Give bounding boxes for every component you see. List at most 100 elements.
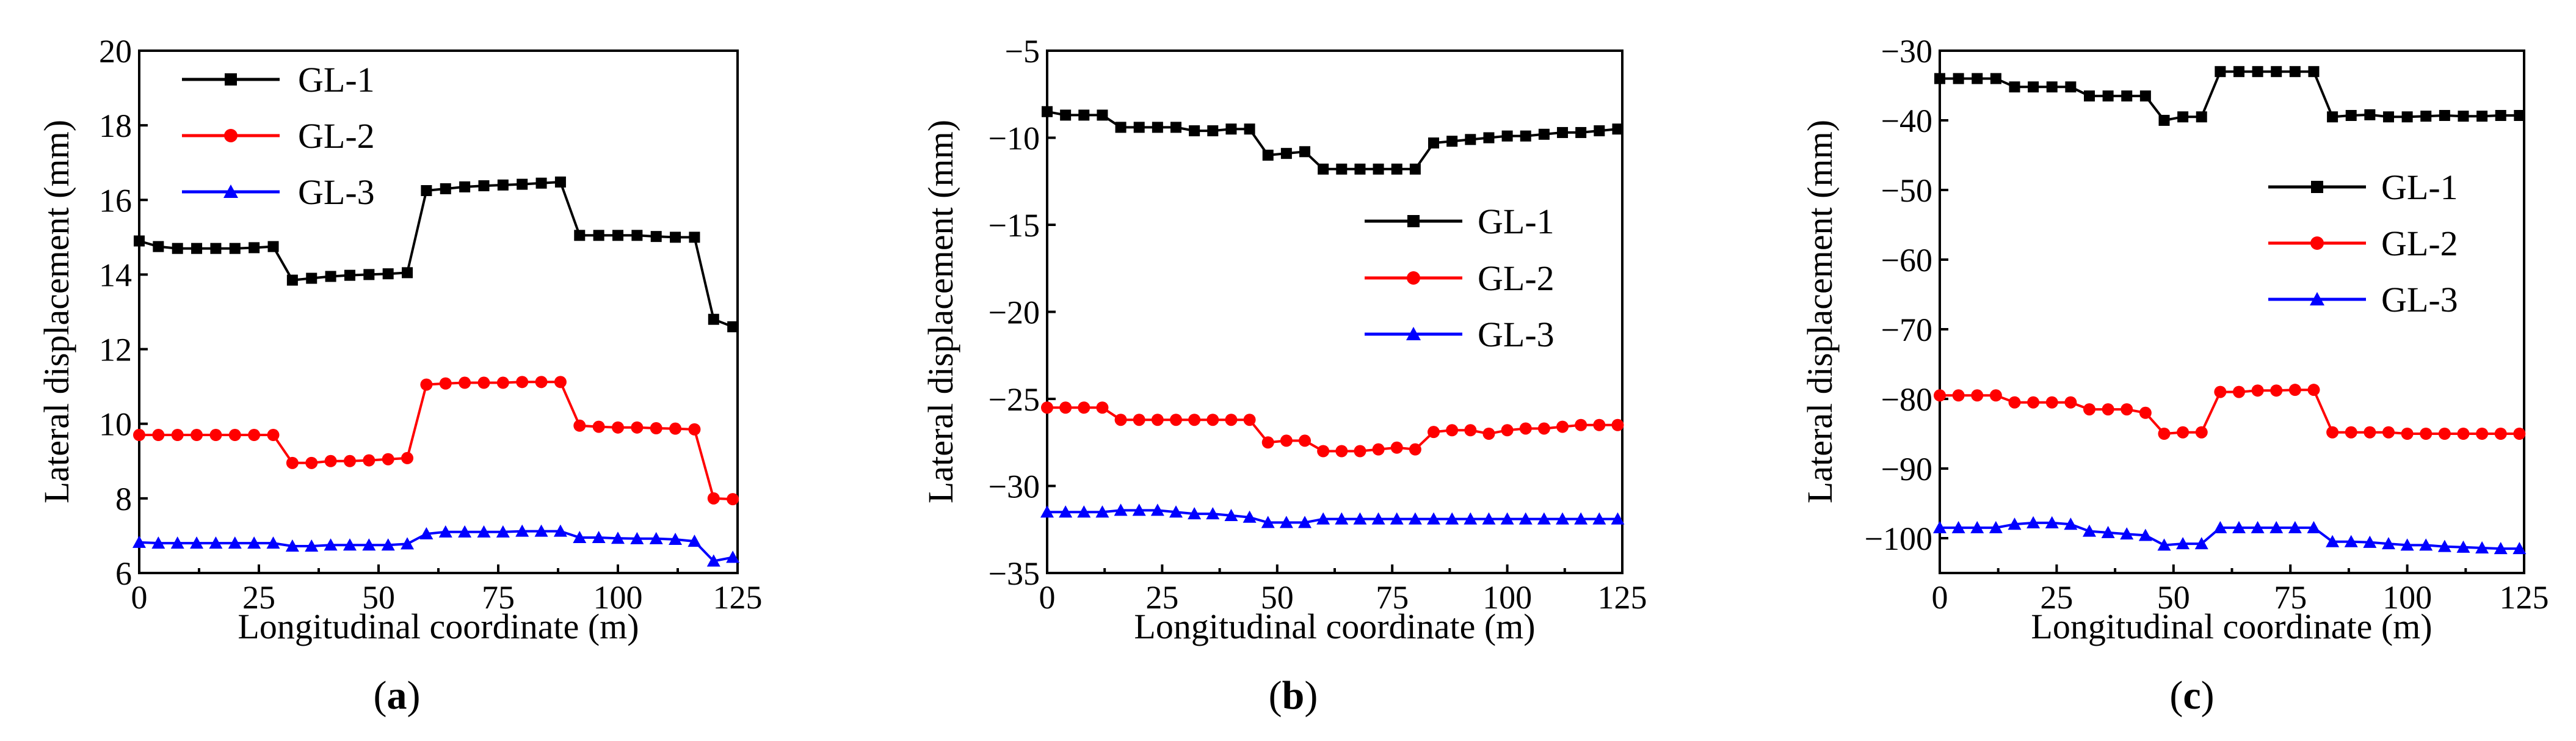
- x-axis-ticks: 0 25 50 75 100 125: [1932, 564, 2549, 616]
- y-tick-label--70: −70: [1881, 312, 1932, 348]
- x-tick-label-50: 50: [2157, 579, 2190, 616]
- data-point-gl-2: [2195, 426, 2208, 439]
- data-point-gl-1: [535, 177, 547, 189]
- series-layer: [132, 176, 740, 567]
- data-point-gl-2: [401, 451, 414, 464]
- data-point-gl-3: [209, 536, 223, 549]
- data-point-gl-2: [477, 376, 490, 389]
- series-line-gl-3: [139, 530, 733, 563]
- data-point-gl-3: [1592, 512, 1606, 525]
- data-point-gl-1: [1990, 73, 2001, 84]
- y-axis-title: Lateral displacement (mm): [921, 120, 960, 503]
- data-point-gl-2: [2177, 426, 2190, 439]
- legend-marker-gl-1: [225, 73, 237, 86]
- data-point-gl-3: [2138, 528, 2152, 541]
- data-point-gl-2: [363, 454, 376, 467]
- x-tick-label-125: 125: [2500, 579, 2549, 616]
- data-point-gl-1: [1934, 73, 1945, 84]
- data-point-gl-3: [2176, 537, 2190, 550]
- data-point-gl-2: [535, 376, 548, 389]
- data-point-gl-1: [2158, 115, 2170, 126]
- data-point-gl-3: [706, 554, 720, 567]
- y-tick-label--90: −90: [1881, 451, 1932, 487]
- data-point-gl-1: [1225, 123, 1237, 135]
- data-point-gl-2: [459, 376, 471, 389]
- data-point-gl-1: [497, 179, 509, 191]
- data-point-gl-2: [228, 429, 241, 442]
- data-point-gl-2: [1151, 414, 1164, 426]
- series-line-gl-1: [1047, 110, 1618, 170]
- data-point-gl-1: [1299, 146, 1311, 158]
- data-point-gl-3: [381, 538, 395, 551]
- data-point-gl-3: [1933, 520, 1947, 533]
- data-point-gl-1: [172, 243, 183, 254]
- legend-label-gl-2: GL-2: [298, 116, 375, 156]
- data-point-gl-3: [477, 525, 491, 538]
- data-point-gl-1: [363, 269, 375, 280]
- data-point-gl-2: [1243, 414, 1256, 426]
- legend-marker-gl-2: [224, 129, 238, 142]
- x-tick-label-75: 75: [1376, 579, 1409, 616]
- x-axis-ticks: 0 25 50 75 100 125: [131, 564, 763, 616]
- data-point-gl-3: [1556, 512, 1570, 525]
- data-point-gl-3: [2475, 541, 2489, 553]
- data-point-gl-3: [343, 538, 357, 551]
- data-point-gl-1: [2289, 66, 2301, 78]
- data-point-gl-3: [2344, 535, 2358, 547]
- data-point-gl-2: [1482, 428, 1495, 440]
- data-point-gl-1: [306, 272, 317, 284]
- data-point-gl-2: [2045, 396, 2058, 409]
- data-point-gl-2: [1078, 401, 1090, 414]
- series-line-gl-3: [1940, 521, 2520, 550]
- data-point-gl-3: [1298, 516, 1312, 528]
- data-point-gl-1: [1501, 130, 1513, 142]
- data-point-gl-3: [2494, 542, 2508, 555]
- data-point-gl-1: [574, 230, 586, 241]
- data-point-gl-2: [133, 429, 145, 442]
- data-point-gl-1: [210, 243, 222, 254]
- data-point-gl-3: [362, 538, 376, 551]
- data-point-gl-1: [1280, 148, 1292, 159]
- legend-label-gl-3: GL-3: [2381, 280, 2458, 319]
- data-point-gl-3: [1445, 512, 1459, 525]
- data-point-gl-1: [2028, 81, 2039, 93]
- data-point-gl-2: [1133, 414, 1145, 426]
- data-point-gl-2: [1059, 401, 1072, 414]
- data-point-gl-2: [516, 376, 529, 389]
- data-point-gl-3: [592, 530, 606, 543]
- y-tick-label--100: −100: [1865, 520, 1932, 557]
- data-point-gl-2: [1409, 443, 1421, 456]
- panel-letter: c: [2183, 673, 2200, 718]
- data-point-gl-2: [2008, 396, 2021, 409]
- data-point-gl-1: [2345, 110, 2357, 122]
- data-point-gl-1: [191, 243, 203, 254]
- legend: GL-1 GL-2 GL-3: [1365, 202, 1555, 354]
- x-tick-label-0: 0: [1932, 579, 1948, 616]
- y-tick-label--20: −20: [989, 294, 1040, 331]
- data-point-gl-2: [2270, 384, 2283, 397]
- data-point-gl-1: [382, 268, 394, 280]
- data-point-gl-2: [669, 422, 682, 435]
- data-point-gl-1: [2102, 90, 2114, 102]
- data-point-gl-3: [669, 533, 683, 546]
- data-point-gl-2: [592, 420, 605, 433]
- data-point-gl-2: [688, 423, 701, 436]
- data-point-gl-1: [2233, 66, 2244, 78]
- data-point-gl-2: [1934, 389, 1946, 402]
- plot-frame: [1046, 49, 1624, 574]
- data-point-gl-2: [439, 377, 452, 390]
- data-point-gl-1: [2121, 90, 2133, 102]
- y-tick-label--10: −10: [989, 120, 1040, 157]
- data-point-gl-2: [1170, 414, 1183, 426]
- data-point-gl-3: [1989, 520, 2003, 533]
- x-tick-label-75: 75: [482, 579, 515, 616]
- panel-letter: b: [1282, 673, 1305, 718]
- legend: GL-1 GL-2 GL-3: [2268, 167, 2458, 319]
- data-point-gl-3: [649, 531, 663, 544]
- data-point-gl-3: [1371, 512, 1385, 525]
- x-axis-title: Longitudinal coordinate (m): [238, 607, 639, 646]
- legend-marker-gl-3: [1406, 327, 1421, 340]
- data-point-gl-2: [1041, 401, 1053, 414]
- data-point-gl-1: [1483, 132, 1495, 144]
- data-point-gl-1: [1115, 122, 1127, 133]
